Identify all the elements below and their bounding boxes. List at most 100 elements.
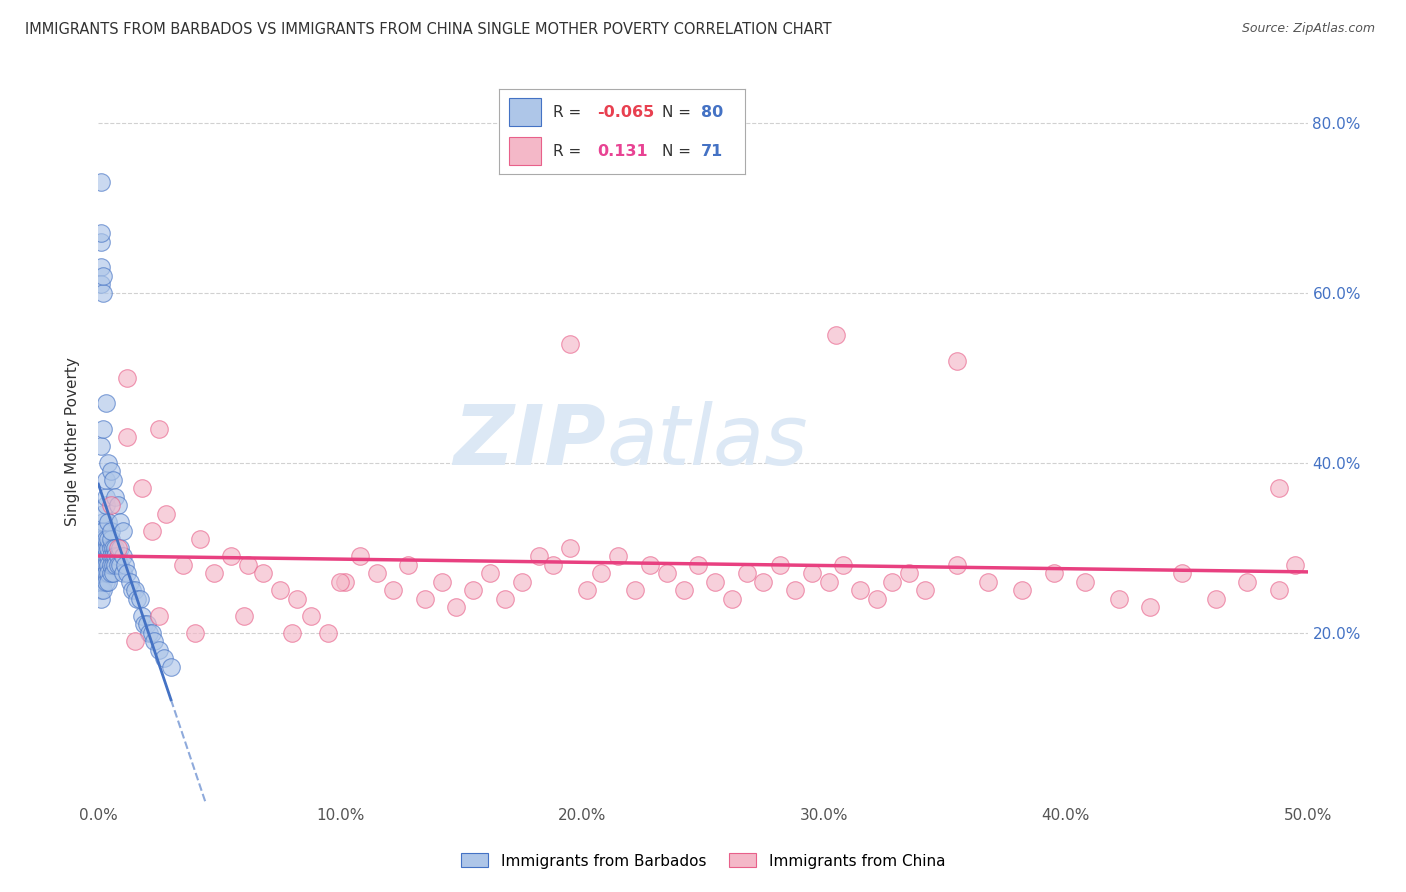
Point xyxy=(849,583,872,598)
Point xyxy=(232,608,254,623)
Point xyxy=(91,583,114,598)
Point xyxy=(155,507,177,521)
Point xyxy=(817,574,839,589)
Point xyxy=(624,583,647,598)
Point xyxy=(1108,591,1130,606)
Point xyxy=(269,583,291,598)
Text: IMMIGRANTS FROM BARBADOS VS IMMIGRANTS FROM CHINA SINGLE MOTHER POVERTY CORRELAT: IMMIGRANTS FROM BARBADOS VS IMMIGRANTS F… xyxy=(25,22,832,37)
Point xyxy=(946,558,969,572)
Text: N =: N = xyxy=(662,144,696,159)
Point xyxy=(90,541,112,555)
Point xyxy=(141,625,163,640)
Point xyxy=(91,507,114,521)
Point xyxy=(148,608,170,623)
Point xyxy=(184,625,207,640)
Point xyxy=(281,625,304,640)
Point xyxy=(463,583,485,598)
Point xyxy=(100,533,122,547)
Point xyxy=(238,558,260,572)
Point xyxy=(221,549,243,564)
Point xyxy=(104,541,127,555)
Point xyxy=(108,558,131,572)
Point xyxy=(97,574,120,589)
Point xyxy=(90,591,112,606)
Point xyxy=(111,549,134,564)
Point xyxy=(100,566,122,581)
Point xyxy=(91,574,114,589)
Point xyxy=(91,285,114,300)
Point xyxy=(735,566,758,581)
Point xyxy=(117,371,139,385)
Point xyxy=(100,558,122,572)
Bar xyxy=(509,136,541,165)
Point xyxy=(101,549,124,564)
Text: atlas: atlas xyxy=(606,401,808,482)
Bar xyxy=(509,98,541,127)
Point xyxy=(91,524,114,538)
Point xyxy=(800,566,823,581)
Point xyxy=(124,583,146,598)
Point xyxy=(148,642,170,657)
Point xyxy=(527,549,550,564)
Point xyxy=(91,516,114,530)
Point xyxy=(977,574,1000,589)
Point xyxy=(94,473,117,487)
Point xyxy=(430,574,453,589)
Point xyxy=(688,558,710,572)
Point xyxy=(866,591,889,606)
Point xyxy=(769,558,792,572)
Text: 80: 80 xyxy=(702,104,723,120)
Point xyxy=(510,574,533,589)
Point xyxy=(104,490,127,504)
Point xyxy=(366,566,388,581)
Point xyxy=(479,566,502,581)
Point xyxy=(90,175,112,189)
Point xyxy=(101,558,124,572)
Point xyxy=(349,549,371,564)
Point xyxy=(90,260,112,275)
Point xyxy=(575,583,598,598)
Point xyxy=(285,591,308,606)
Point xyxy=(152,651,174,665)
Point xyxy=(101,566,124,581)
Point xyxy=(117,566,139,581)
Point xyxy=(111,524,134,538)
Point xyxy=(90,227,112,241)
Text: 0.131: 0.131 xyxy=(598,144,648,159)
Point xyxy=(655,566,678,581)
Point xyxy=(91,558,114,572)
Point xyxy=(1042,566,1064,581)
Point xyxy=(607,549,630,564)
Point xyxy=(94,549,117,564)
Point xyxy=(94,498,117,512)
Point xyxy=(90,524,112,538)
Point xyxy=(1284,558,1306,572)
Point xyxy=(825,328,848,343)
Text: ZIP: ZIP xyxy=(454,401,606,482)
Point xyxy=(494,591,516,606)
Point xyxy=(100,524,122,538)
Point xyxy=(396,558,419,572)
Point xyxy=(672,583,695,598)
Point xyxy=(90,439,112,453)
Point xyxy=(160,660,183,674)
Point xyxy=(94,566,117,581)
Y-axis label: Single Mother Poverty: Single Mother Poverty xyxy=(65,357,80,526)
Point xyxy=(108,516,131,530)
Point xyxy=(131,481,153,495)
Point xyxy=(90,533,112,547)
Text: Source: ZipAtlas.com: Source: ZipAtlas.com xyxy=(1241,22,1375,36)
Point xyxy=(101,473,124,487)
Point xyxy=(114,558,136,572)
Point xyxy=(143,634,166,648)
Point xyxy=(638,558,661,572)
Point xyxy=(107,498,129,512)
Point xyxy=(1139,600,1161,615)
Point xyxy=(333,574,356,589)
Point xyxy=(329,574,352,589)
Point xyxy=(90,235,112,249)
Point xyxy=(108,541,131,555)
Point xyxy=(94,574,117,589)
Point xyxy=(704,574,727,589)
Point xyxy=(128,591,150,606)
